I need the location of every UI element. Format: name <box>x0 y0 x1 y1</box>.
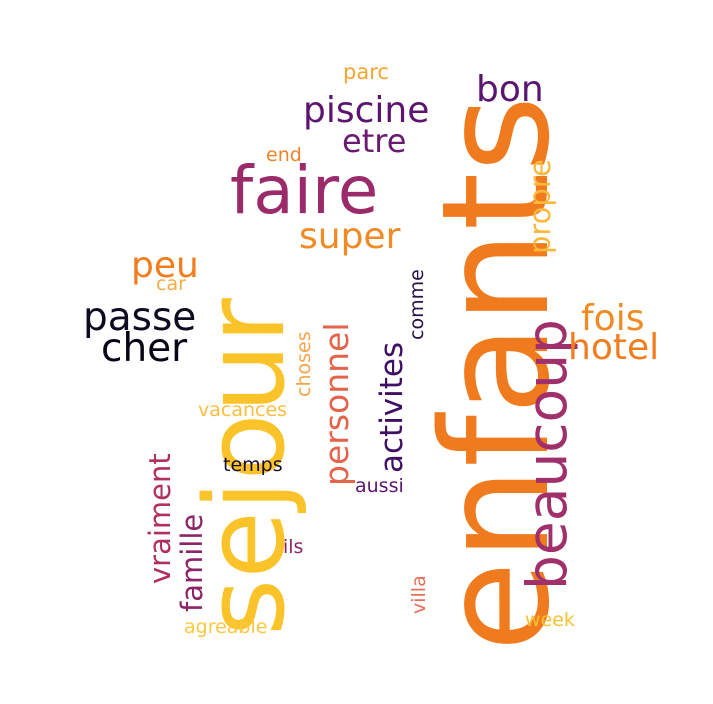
word-vacances: vacances <box>198 399 287 421</box>
word-beaucoup: beaucoup <box>515 319 579 590</box>
word-villa: villa <box>408 575 430 614</box>
word-super: super <box>299 216 401 257</box>
word-hotel: hotel <box>568 327 659 368</box>
word-ils: ils <box>283 536 303 558</box>
word-peu: peu <box>131 245 199 286</box>
word-piscine: piscine <box>303 90 429 131</box>
word-propre: propre <box>523 159 557 254</box>
word-passe: passe <box>83 295 196 340</box>
word-sejour: sejour <box>181 297 309 636</box>
word-temps: temps <box>223 454 283 476</box>
word-end: end <box>266 144 302 166</box>
word-enfants: enfants <box>410 95 582 652</box>
word-comme: comme <box>406 269 428 340</box>
word-choses: choses <box>293 331 315 397</box>
word-car: car <box>156 273 186 295</box>
word-parc: parc <box>343 60 389 84</box>
word-faire: faire <box>230 152 378 229</box>
word-week: week <box>525 609 575 631</box>
word-etre: etre <box>342 122 406 160</box>
word-aussi: aussi <box>355 475 404 497</box>
word-famille: famille <box>175 514 209 612</box>
word-agreable: agreable <box>184 616 267 638</box>
word-activites: activites <box>374 342 410 473</box>
word-bon: bon <box>476 69 544 110</box>
word-vraiment: vraiment <box>143 453 177 584</box>
word-cher: cher <box>101 326 188 371</box>
word-fois: fois <box>581 298 644 339</box>
word-personnel: personnel <box>317 322 356 486</box>
